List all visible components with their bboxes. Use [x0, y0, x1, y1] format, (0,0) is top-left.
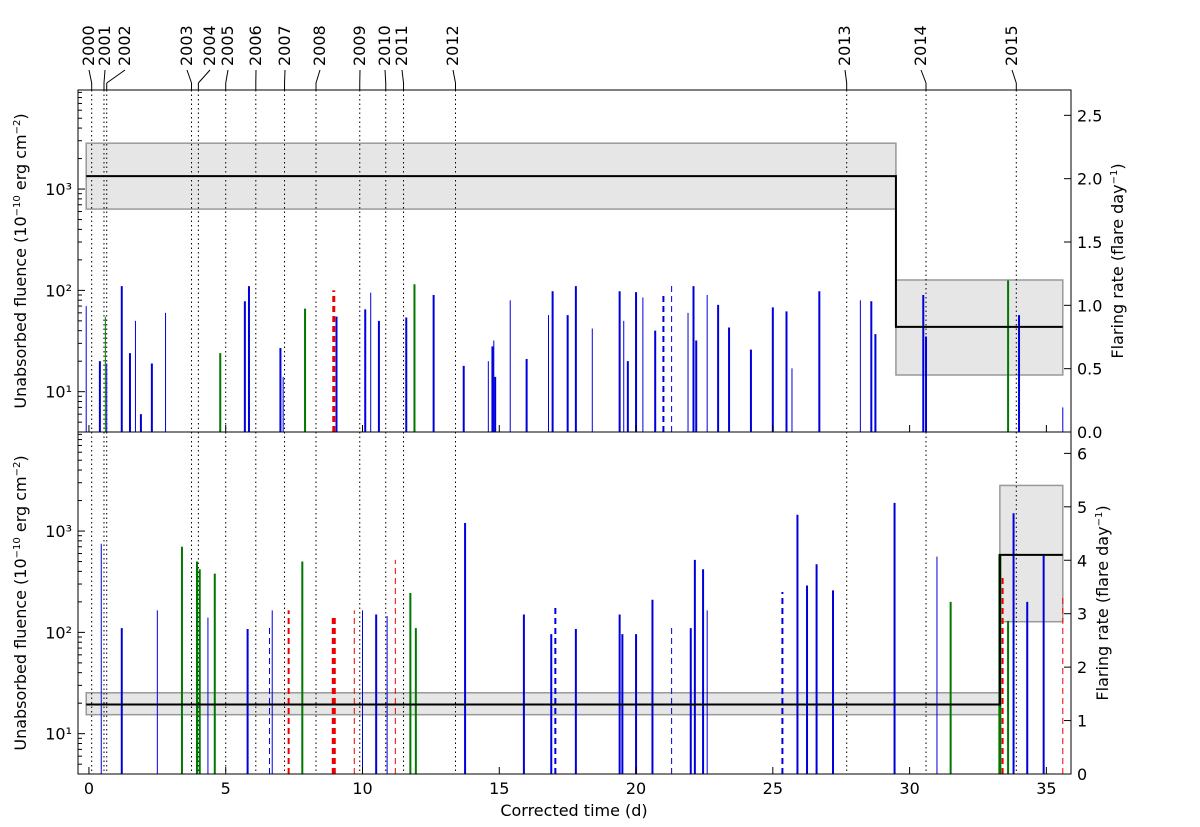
top-rate-bands — [85, 142, 1064, 376]
xtick-label: 35 — [1036, 779, 1056, 798]
bottom-axes-frame — [77, 431, 1072, 775]
year-label-2002: 2002 — [115, 25, 134, 66]
top-y2tick-label: 0.5 — [1077, 360, 1102, 379]
bottom-y2tick-label: 6 — [1077, 444, 1087, 463]
year-label-2004: 2004 — [200, 25, 219, 66]
bottom-y2tick-label: 3 — [1077, 605, 1087, 624]
bottom-y2tick-label: 0 — [1077, 765, 1087, 784]
year-label-2007: 2007 — [275, 25, 294, 66]
year-label-2015: 2015 — [1002, 25, 1021, 66]
year-label-2014: 2014 — [911, 25, 930, 66]
year-label-2013: 2013 — [835, 25, 854, 66]
year-label-2010: 2010 — [375, 25, 394, 66]
top-y2tick-label: 2.5 — [1077, 106, 1102, 125]
year-label-2003: 2003 — [177, 25, 196, 66]
bottom-rate-line — [86, 553, 1063, 706]
top-ytick-label: 10³ — [45, 180, 72, 199]
xtick-label: 30 — [899, 779, 919, 798]
bottom-y2tick-label: 2 — [1077, 658, 1087, 677]
year-label-2000: 2000 — [79, 25, 98, 66]
top-y2tick-label: 0.0 — [1077, 423, 1102, 442]
top-y2tick-label: 2.0 — [1077, 170, 1102, 189]
year-leader-2011 — [401, 69, 405, 84]
bottom-rate-band-1 — [999, 484, 1064, 623]
top-axes-frame — [77, 89, 1072, 433]
year-leader-2004 — [197, 69, 211, 84]
top-flares — [85, 280, 1064, 432]
top-panel: 10¹ 10² 10³ 0.0 0.5 1.0 1.5 2.0 2.5 Unabsorbed … — [11, 89, 1127, 442]
year-leader-2015 — [1011, 69, 1017, 84]
bottom-rate-bands — [85, 484, 1064, 716]
top-y2tick-label: 1.0 — [1077, 296, 1102, 315]
year-label-2005: 2005 — [218, 25, 237, 66]
bottom-y2tick-label: 1 — [1077, 712, 1087, 731]
year-label-2006: 2006 — [246, 25, 265, 66]
bottom-y2tick-label: 4 — [1077, 551, 1087, 570]
top-rate-line — [86, 175, 1063, 328]
year-leader-2000 — [88, 69, 93, 84]
top-ylabel: Unabsorbed fluence (10−10 erg cm−2) — [11, 113, 30, 408]
year-label-2009: 2009 — [350, 25, 369, 66]
bottom-ytick-label: 10¹ — [45, 725, 72, 744]
bottom-panel: 10¹ 10² 10³ 0 1 2 3 4 5 6 Unabsorbed fluence (10… — [11, 431, 1112, 784]
bottom-y2-ticks: 0 1 2 3 4 5 6 — [1064, 444, 1087, 784]
bottom-y2tick-label: 5 — [1077, 498, 1087, 517]
year-leader-2003 — [186, 69, 192, 84]
year-leader-2005 — [225, 69, 229, 84]
year-leader-2002 — [106, 69, 126, 84]
x-axis: 0 5 10 15 20 25 30 35 — [84, 425, 1057, 798]
year-leader-2012 — [452, 69, 456, 84]
top-y2tick-label: 1.5 — [1077, 233, 1102, 252]
bottom-ytick-label: 10² — [45, 623, 72, 642]
xtick-label: 0 — [84, 779, 94, 798]
top-ytick-label: 10² — [45, 281, 72, 300]
bottom-vlines — [91, 432, 1017, 774]
bottom-y2label: Flaring rate (flare day−1) — [1093, 505, 1112, 700]
bottom-ylabel: Unabsorbed fluence (10−10 erg cm−2) — [11, 455, 30, 750]
year-leader-2010 — [384, 69, 387, 84]
xtick-label: 15 — [489, 779, 509, 798]
year-leader-2001 — [103, 69, 106, 84]
year-label-2008: 2008 — [310, 25, 329, 66]
x-axis-label: Corrected time (d) — [500, 801, 647, 820]
top-y2-ticks: 0.0 0.5 1.0 1.5 2.0 2.5 — [1064, 106, 1102, 442]
xtick-label: 20 — [626, 779, 646, 798]
bottom-flares — [100, 502, 1064, 774]
top-y2label: Flaring rate (flare day−1) — [1108, 163, 1127, 358]
top-ytick-label: 10¹ — [45, 383, 72, 402]
bottom-y-ticks: 10¹ 10² 10³ — [45, 433, 85, 775]
top-vlines — [91, 90, 1017, 432]
year-label-2012: 2012 — [443, 25, 462, 66]
bottom-rate-steps — [86, 553, 1063, 706]
top-y-ticks: 10¹ 10² 10³ — [45, 91, 85, 433]
year-leader-2008 — [315, 69, 321, 84]
year-leader-2013 — [844, 69, 848, 84]
xtick-label: 10 — [352, 779, 372, 798]
top-rate-steps — [86, 175, 1063, 328]
bottom-ytick-label: 10³ — [45, 522, 72, 541]
year-label-2001: 2001 — [95, 25, 114, 66]
year-leader-2014 — [920, 69, 927, 84]
xtick-label: 25 — [763, 779, 783, 798]
xtick-label: 5 — [221, 779, 231, 798]
year-label-2011: 2011 — [392, 25, 411, 66]
